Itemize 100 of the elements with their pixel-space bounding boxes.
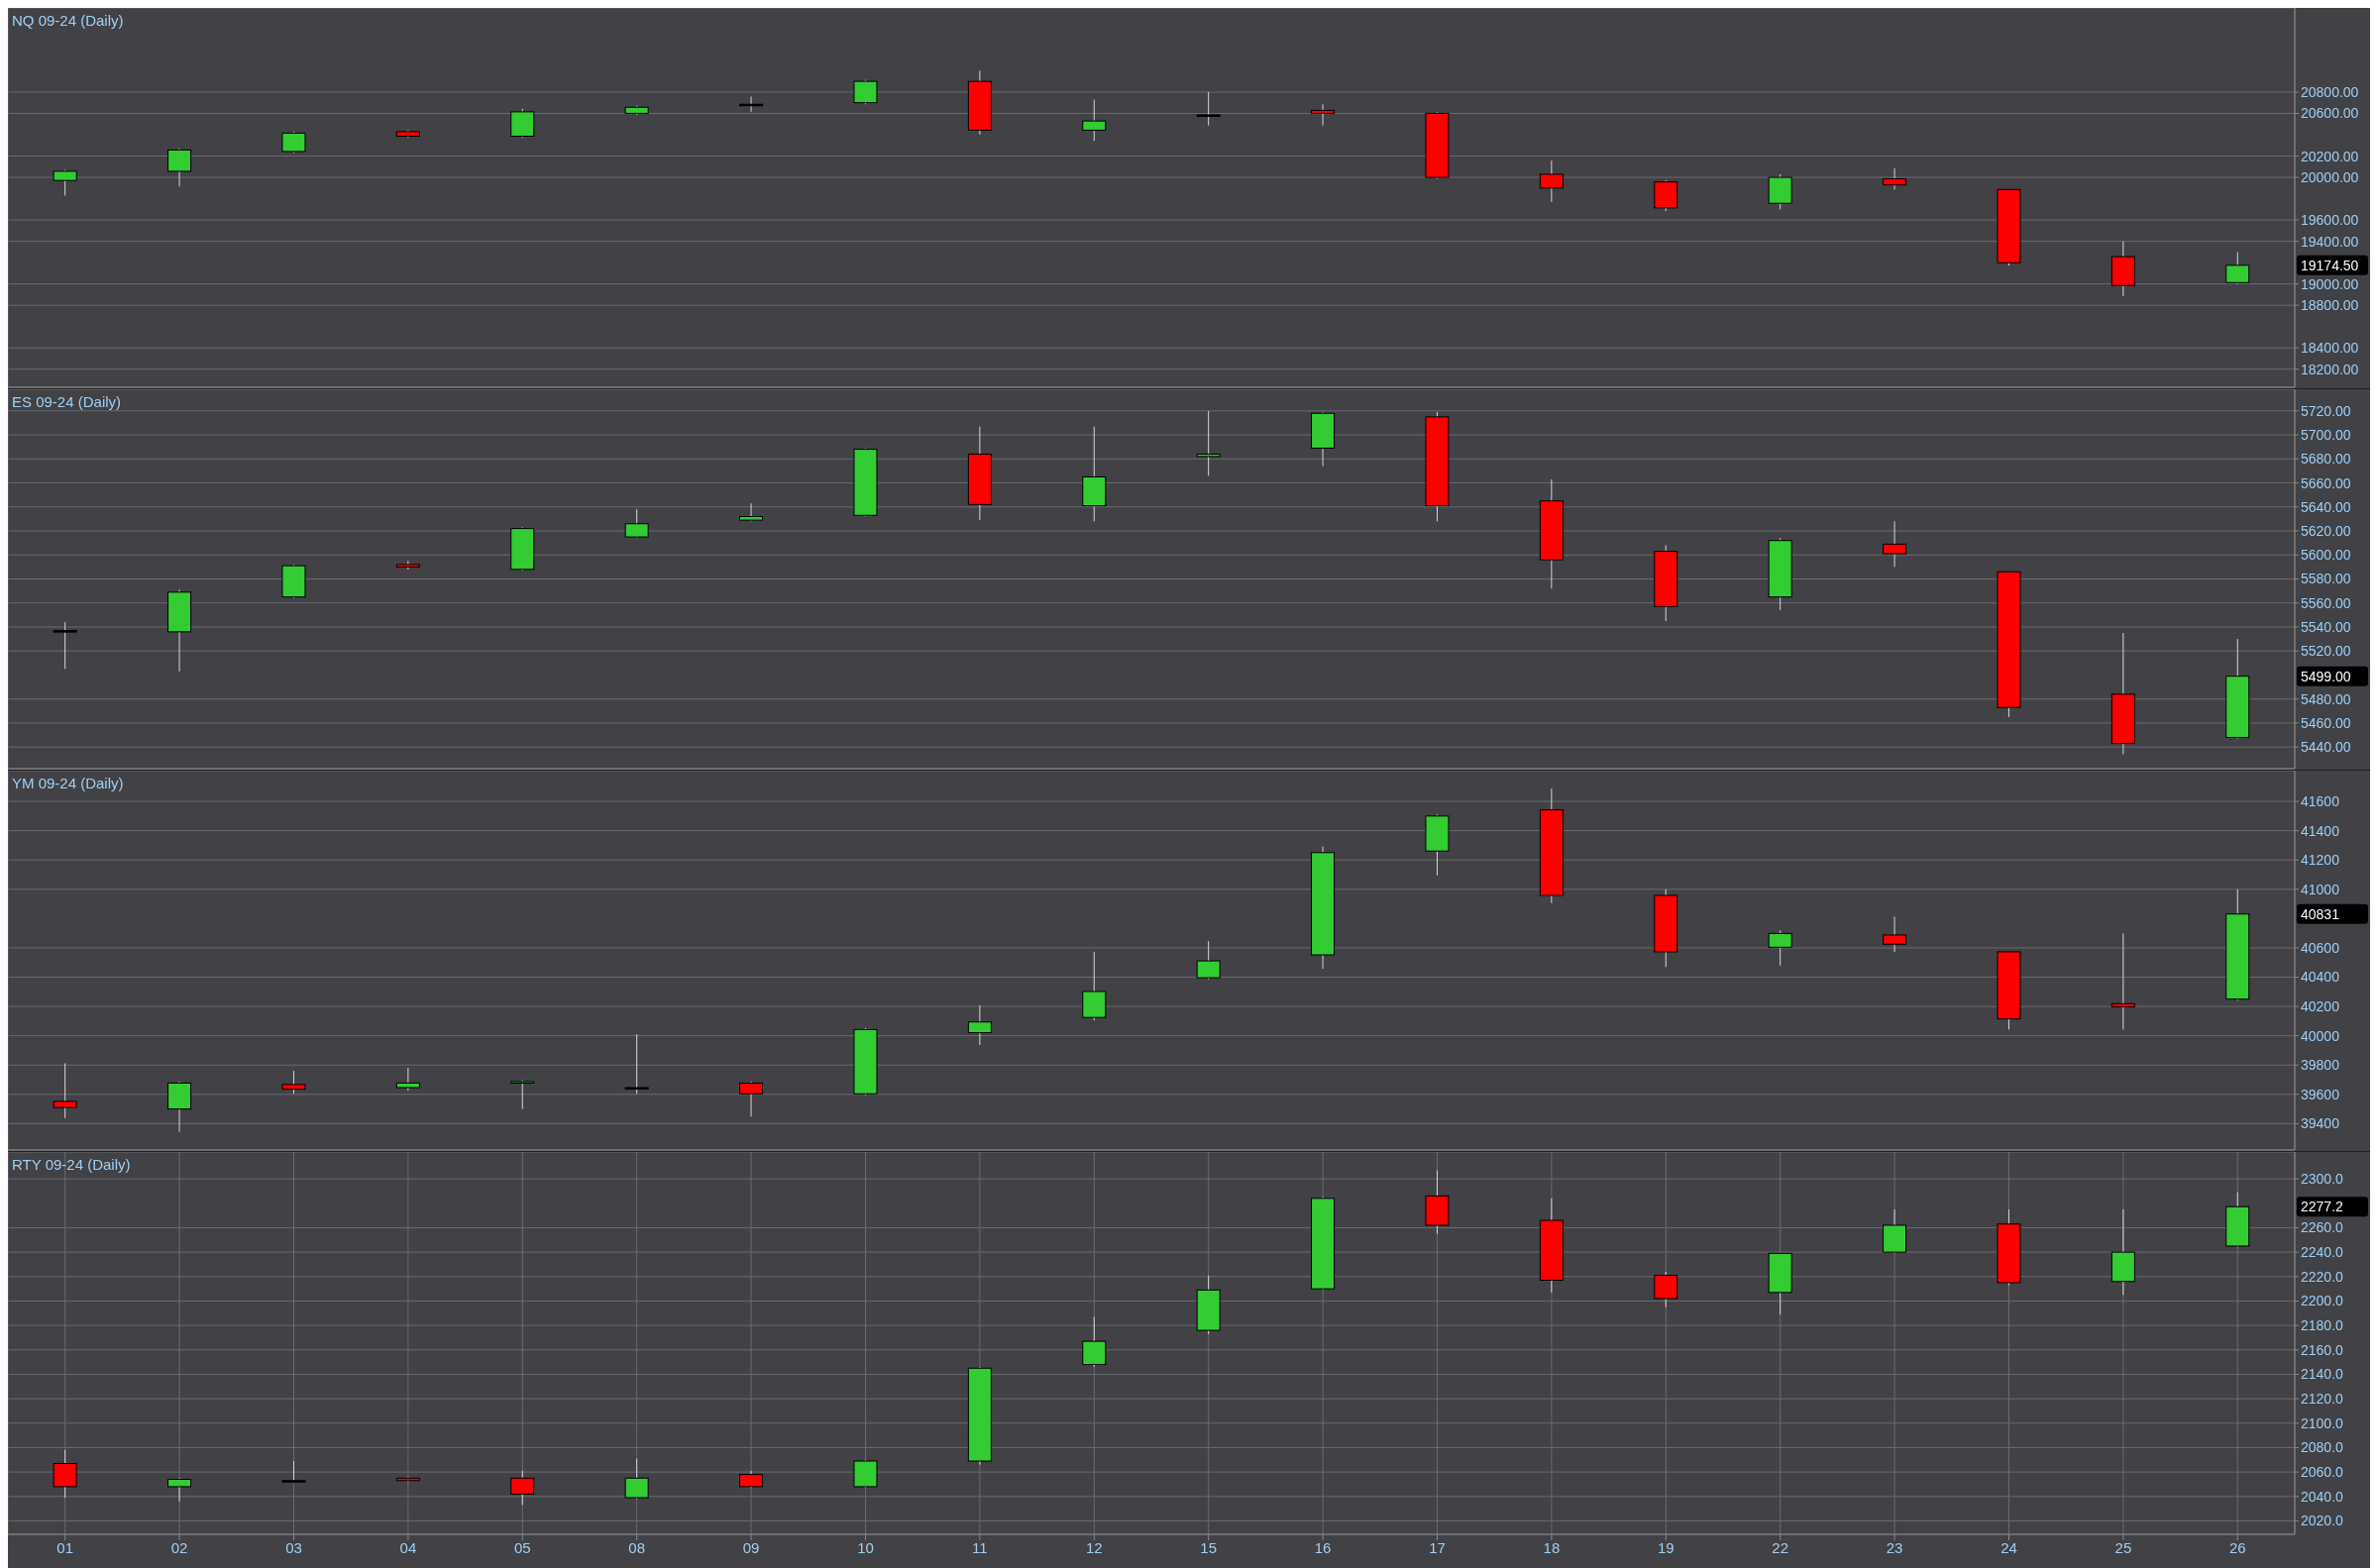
chart-title: RTY 09-24 (Daily) [12, 1156, 131, 1173]
x-tick-label: 18 [1543, 1538, 1561, 1556]
y-tick-label: 5540.00 [2301, 618, 2351, 635]
candlestick [53, 1449, 77, 1499]
y-tick-label: 39800 [2301, 1057, 2340, 1074]
y-tick-label: 5620.00 [2301, 522, 2351, 539]
x-tick-label: 01 [56, 1538, 74, 1556]
text: 5499.00 [2301, 668, 2351, 684]
candlestick [1539, 159, 1564, 203]
y-tick-label: 18800.00 [2301, 297, 2359, 314]
y-tick-label: 2140.0 [2301, 1366, 2344, 1383]
y-tick-label: 41600 [2301, 793, 2340, 810]
x-tick-label: 12 [1085, 1538, 1103, 1556]
candlestick [510, 1470, 535, 1506]
y-tick-label: 2060.0 [2301, 1464, 2344, 1481]
y-tick-label: 18400.00 [2301, 340, 2359, 357]
x-tick-label: 04 [399, 1538, 417, 1556]
candlestick [1883, 167, 1907, 190]
candlestick [53, 1062, 77, 1119]
y-tick-label: 5680.00 [2301, 451, 2351, 468]
candlestick [167, 148, 192, 187]
x-tick-label: 19 [1657, 1538, 1675, 1556]
x-tick-label: 02 [170, 1538, 188, 1556]
x-tick-label: 16 [1314, 1538, 1332, 1556]
x-tick-label: 03 [285, 1538, 302, 1556]
x-tick-label: 05 [513, 1538, 531, 1556]
candlestick [739, 1081, 764, 1117]
candlestick [167, 1477, 192, 1503]
y-tick-label: 41000 [2301, 881, 2340, 897]
y-tick-label: 5720.00 [2301, 402, 2351, 419]
x-tick-label: 26 [2228, 1538, 2246, 1556]
x-tick-label: 24 [2000, 1538, 2017, 1556]
text: 40831 [2301, 905, 2340, 922]
candlestick [1082, 99, 1107, 142]
y-tick-label: 20600.00 [2301, 105, 2359, 122]
y-tick-label: 20000.00 [2301, 169, 2359, 186]
candlestick [624, 1033, 649, 1095]
x-tick-label: 22 [1772, 1538, 1789, 1556]
y-tick-label: 2180.0 [2301, 1317, 2344, 1334]
x-tick-label: 09 [742, 1538, 760, 1556]
y-tick-label: 20200.00 [2301, 148, 2359, 164]
candlestick [1196, 940, 1221, 981]
y-tick-label: 40000 [2301, 1027, 2340, 1044]
candlestick [1196, 91, 1221, 127]
candlestick [1082, 1315, 1107, 1368]
x-tick-label: 10 [857, 1538, 874, 1556]
y-tick-label: 40200 [2301, 998, 2340, 1015]
y-tick-label: 5640.00 [2301, 498, 2351, 515]
candlestick [53, 621, 77, 670]
candlestick [1768, 929, 1792, 967]
y-tick-label: 5660.00 [2301, 474, 2351, 491]
y-tick-label: 20800.00 [2301, 83, 2359, 100]
y-tick-label: 5460.00 [2301, 714, 2351, 731]
text: 2277.2 [2301, 1199, 2344, 1215]
x-tick-label: 25 [2114, 1538, 2132, 1556]
candlestick [624, 508, 649, 539]
x-tick-label: 15 [1200, 1538, 1218, 1556]
y-tick-label: 2200.0 [2301, 1293, 2344, 1309]
y-tick-label: 41400 [2301, 822, 2340, 839]
chart-title: ES 09-24 (Daily) [12, 393, 122, 410]
candlestick [281, 1460, 306, 1483]
y-tick-label: 19600.00 [2301, 212, 2359, 229]
y-tick-label: 2040.0 [2301, 1488, 2344, 1505]
candlestick [853, 79, 878, 105]
chart-title: NQ 09-24 (Daily) [12, 12, 124, 29]
x-tick-label: 11 [972, 1538, 988, 1556]
y-tick-label: 5520.00 [2301, 643, 2351, 660]
y-tick-label: 2160.0 [2301, 1341, 2344, 1358]
y-tick-label: 2220.0 [2301, 1268, 2344, 1285]
y-tick-label: 5580.00 [2301, 571, 2351, 587]
candlestick [281, 1070, 306, 1095]
y-tick-label: 2240.0 [2301, 1244, 2344, 1261]
candlestick [1883, 520, 1907, 568]
y-tick-label: 2120.0 [2301, 1391, 2344, 1408]
candlestick [510, 1079, 535, 1110]
candlestick [2110, 932, 2135, 1030]
y-tick-label: 2300.0 [2301, 1171, 2344, 1188]
candlestick [1311, 103, 1336, 127]
y-tick-label: 5480.00 [2301, 690, 2351, 707]
y-tick-label: 2020.0 [2301, 1513, 2344, 1529]
y-tick-label: 2260.0 [2301, 1219, 2344, 1236]
y-tick-label: 5560.00 [2301, 594, 2351, 611]
y-tick-label: 18200.00 [2301, 361, 2359, 377]
y-tick-label: 40600 [2301, 939, 2340, 956]
y-tick-label: 41200 [2301, 852, 2340, 869]
candlestick [967, 1004, 992, 1046]
candlestick [624, 1458, 649, 1500]
candlestick [2225, 251, 2250, 285]
candlestick [1196, 410, 1221, 476]
x-tick-label: 08 [628, 1538, 646, 1556]
candlestick [395, 560, 420, 571]
x-tick-label: 17 [1429, 1538, 1446, 1556]
candlestick [1883, 915, 1907, 953]
y-tick-label: 39600 [2301, 1086, 2340, 1102]
x-tick-label: 23 [1886, 1538, 1903, 1556]
y-tick-label: 19400.00 [2301, 233, 2359, 250]
text: 19174.50 [2301, 257, 2359, 273]
y-tick-label: 40400 [2301, 969, 2340, 986]
y-tick-label: 2100.0 [2301, 1414, 2344, 1431]
chart-title: YM 09-24 (Daily) [12, 775, 124, 791]
